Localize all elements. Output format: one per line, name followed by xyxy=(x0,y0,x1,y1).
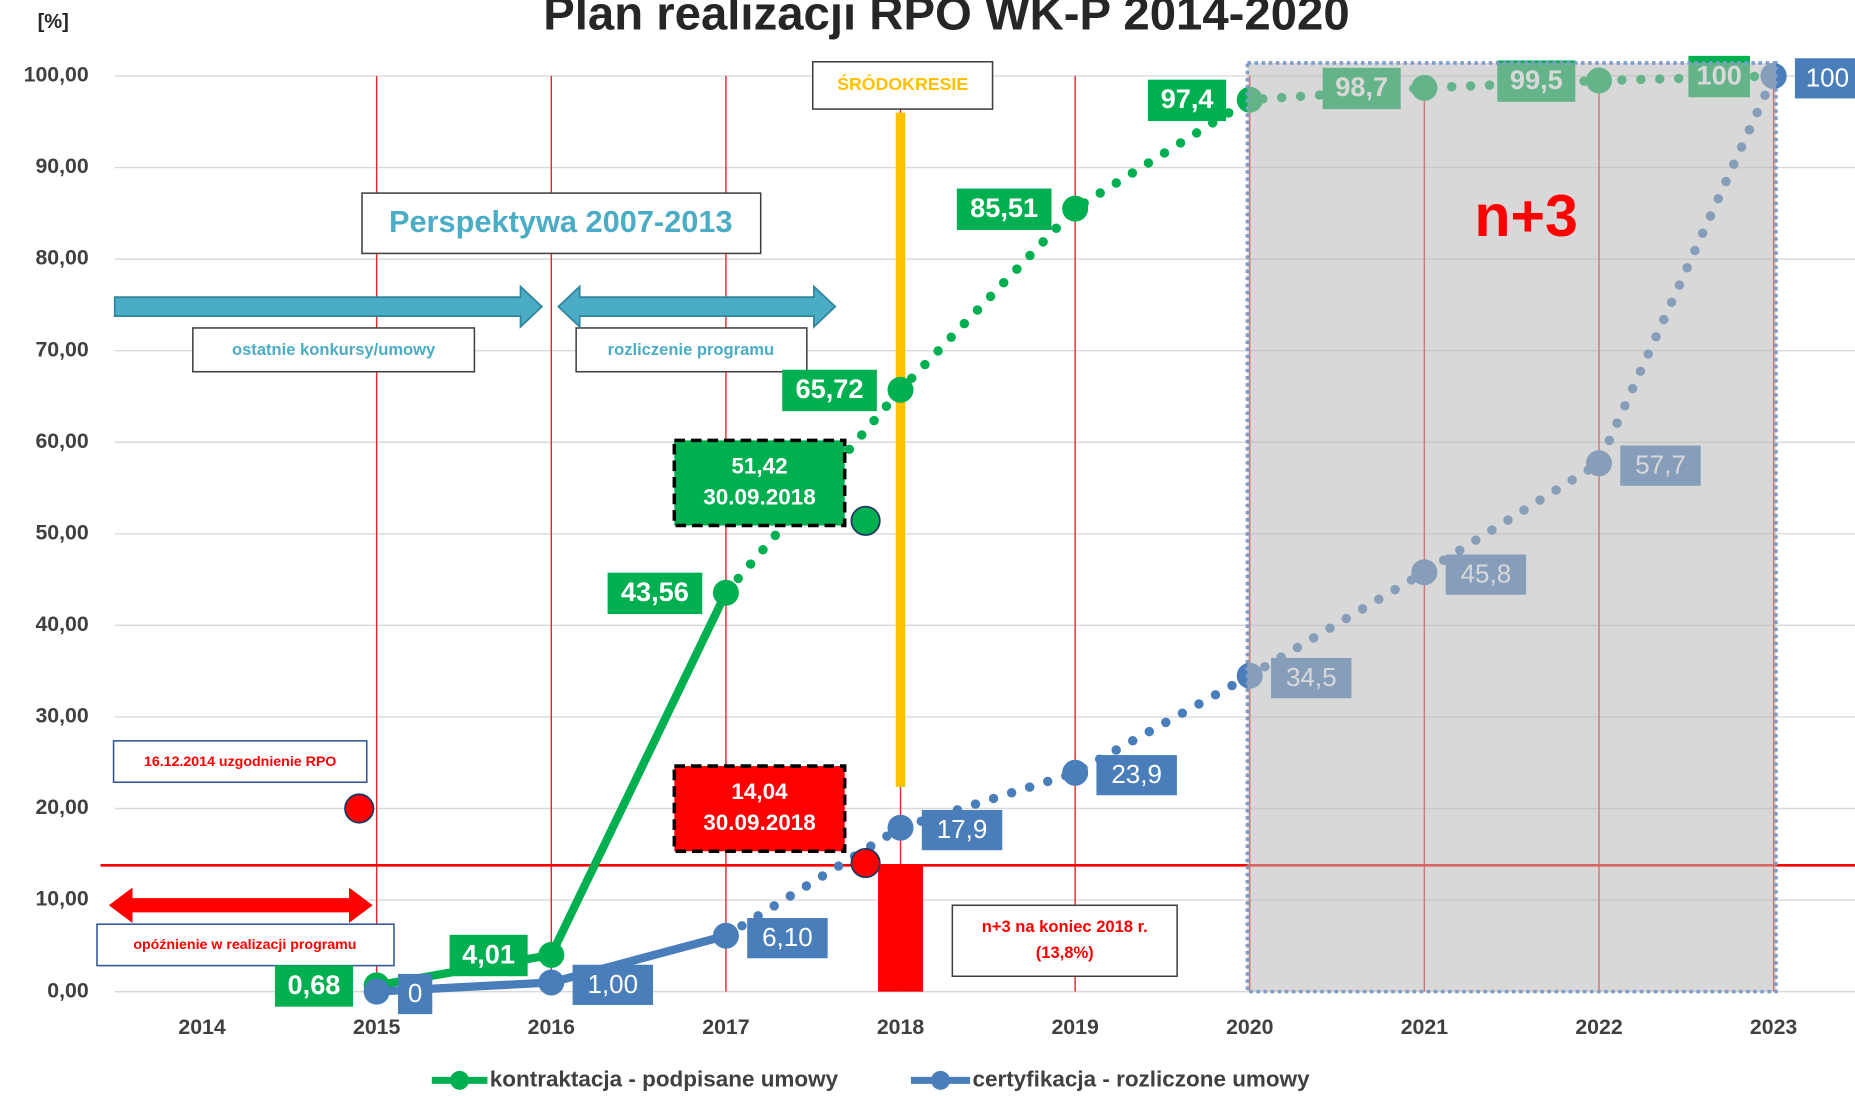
extra-value-label: 51,42 xyxy=(731,454,787,479)
annotation-box xyxy=(192,327,476,373)
value-label-box xyxy=(782,369,877,412)
extra-point xyxy=(850,847,881,879)
extra-point xyxy=(344,793,375,824)
extra-point xyxy=(850,505,881,536)
point xyxy=(887,376,914,403)
value-label: 100 xyxy=(1806,62,1849,92)
value-label-box xyxy=(921,809,1003,851)
extra-label-box xyxy=(672,438,847,528)
annotation-text: ostatnie konkursy/umowy xyxy=(232,340,436,359)
value-label-box xyxy=(449,934,528,977)
y-tick-label: 70,00 xyxy=(35,337,88,361)
value-label: 23,9 xyxy=(1111,759,1162,789)
x-tick-label: 2022 xyxy=(1575,1015,1622,1039)
extra-date-label: 30.09.2018 xyxy=(703,484,815,509)
y-tick-label: 0,00 xyxy=(47,978,88,1002)
extra-value-label: 14,04 xyxy=(731,779,788,804)
point xyxy=(538,941,565,968)
legend-label: certyfikacja - rozliczone umowy xyxy=(972,1066,1310,1091)
y-tick-label: 30,00 xyxy=(35,704,88,728)
legend-label: kontraktacja - podpisane umowy xyxy=(490,1066,839,1091)
annotation-text: Perspektywa 2007-2013 xyxy=(389,204,733,239)
point xyxy=(712,922,739,949)
y-tick-label: 20,00 xyxy=(35,795,88,819)
value-label-box xyxy=(274,965,354,1007)
value-label: 85,51 xyxy=(970,192,1038,223)
midterm-box xyxy=(811,61,994,110)
legend-marker xyxy=(450,1070,470,1090)
value-label-box xyxy=(956,188,1052,230)
y-tick-label: 90,00 xyxy=(35,154,88,178)
value-label: 17,9 xyxy=(937,814,988,844)
value-label-box xyxy=(1794,58,1855,99)
x-tick-label: 2016 xyxy=(528,1015,576,1039)
y-tick-label: 100,00 xyxy=(24,63,89,87)
annotation-text: opóźnienie w realizacji programu xyxy=(133,937,356,953)
value-label: 97,4 xyxy=(1161,83,1214,114)
value-label-box xyxy=(1148,79,1227,122)
value-label-box xyxy=(747,918,828,959)
y-tick-label: 40,00 xyxy=(35,612,88,636)
annotation-box xyxy=(361,192,762,255)
x-tick-label: 2014 xyxy=(178,1015,226,1039)
arrow xyxy=(557,284,837,329)
arrow xyxy=(108,887,373,924)
n3-box xyxy=(951,904,1178,978)
value-label-box xyxy=(397,973,433,1015)
point xyxy=(538,969,565,996)
extra-date-label: 30.09.2018 xyxy=(703,810,815,835)
value-label: 1,00 xyxy=(587,969,638,999)
annotation-box xyxy=(96,923,395,967)
value-label-box xyxy=(572,964,654,1005)
y-axis-label: [%] xyxy=(38,11,69,33)
midterm-label: ŚRÓDOKRESIE xyxy=(837,73,968,94)
n3-period xyxy=(1245,61,1778,994)
x-tick-label: 2020 xyxy=(1226,1015,1273,1039)
x-tick-label: 2015 xyxy=(353,1015,401,1039)
extra-label-box xyxy=(672,764,847,854)
value-label-box xyxy=(1096,755,1177,796)
value-label: 65,72 xyxy=(796,373,864,404)
point xyxy=(712,579,739,606)
value-label: 0,68 xyxy=(288,969,341,1000)
y-tick-label: 10,00 xyxy=(35,887,88,911)
n3-period-label: n+3 xyxy=(1474,182,1578,249)
point xyxy=(1062,195,1089,222)
y-tick-label: 80,00 xyxy=(35,246,88,270)
legend-marker xyxy=(931,1070,950,1090)
point xyxy=(1062,759,1089,786)
x-tick-label: 2019 xyxy=(1051,1015,1099,1039)
point xyxy=(363,978,390,1005)
value-label: 6,10 xyxy=(762,922,813,952)
value-label: 43,56 xyxy=(621,576,689,607)
y-tick-label: 60,00 xyxy=(35,429,88,453)
x-tick-label: 2017 xyxy=(702,1015,749,1039)
annotation-box xyxy=(112,740,368,784)
x-tick-label: 2018 xyxy=(877,1015,925,1039)
value-label: 0 xyxy=(408,978,422,1008)
value-label-box xyxy=(607,572,703,615)
n3-bar xyxy=(878,865,924,992)
n3-sublabel: (13,8%) xyxy=(1036,943,1094,962)
value-label: 4,01 xyxy=(462,938,515,969)
arrow xyxy=(113,284,544,329)
x-tick-label: 2021 xyxy=(1401,1015,1449,1039)
y-tick-label: 50,00 xyxy=(35,520,88,544)
chart-title: Plan realizacji RPO WK-P 2014-2020 xyxy=(543,0,1349,40)
annotation-text: rozliczenie programu xyxy=(608,340,774,359)
x-tick-label: 2023 xyxy=(1750,1015,1798,1039)
n3-label: n+3 na koniec 2018 r. xyxy=(982,917,1148,936)
annotation-box xyxy=(575,327,808,373)
annotation-text: 16.12.2014 uzgodnienie RPO xyxy=(144,754,336,770)
point xyxy=(887,814,914,841)
